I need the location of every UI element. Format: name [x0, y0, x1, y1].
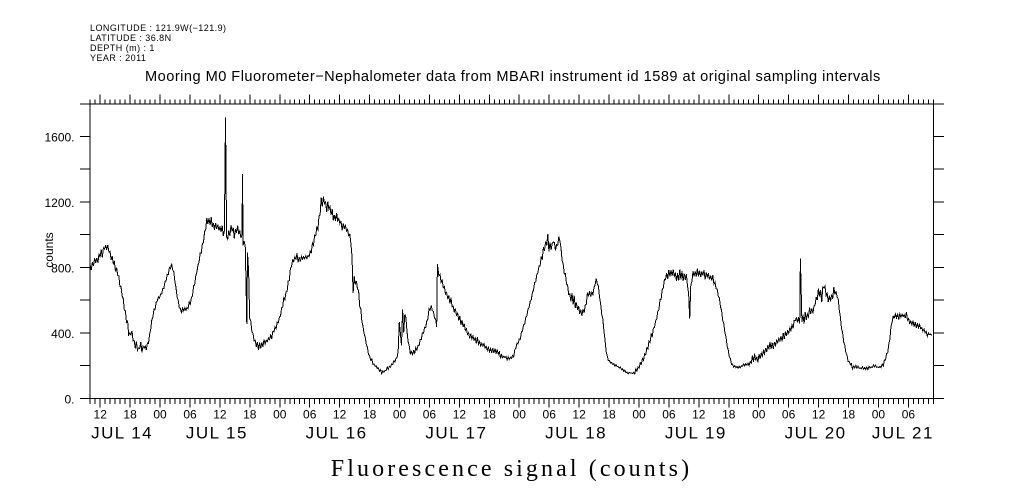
svg-text:LONGITUDE : 121.9W(−121.9): LONGITUDE : 121.9W(−121.9): [90, 23, 227, 33]
svg-text:1600.: 1600.: [44, 131, 74, 145]
svg-text:06: 06: [183, 408, 197, 422]
svg-text:18: 18: [842, 408, 856, 422]
svg-text:JUL 14: JUL 14: [91, 423, 153, 442]
svg-text:12: 12: [94, 408, 108, 422]
svg-text:06: 06: [902, 408, 916, 422]
svg-text:Mooring M0 Fluorometer−Nephalo: Mooring M0 Fluorometer−Nephalometer data…: [145, 69, 881, 85]
svg-text:JUL 21: JUL 21: [872, 423, 934, 442]
svg-text:00: 00: [153, 408, 167, 422]
svg-text:400.: 400.: [51, 327, 74, 341]
svg-text:00: 00: [393, 408, 407, 422]
svg-text:00: 00: [872, 408, 886, 422]
svg-text:06: 06: [543, 408, 557, 422]
svg-text:counts: counts: [42, 232, 56, 267]
svg-text:06: 06: [303, 408, 317, 422]
svg-text:JUL 20: JUL 20: [785, 423, 847, 442]
svg-text:00: 00: [513, 408, 527, 422]
svg-text:18: 18: [722, 408, 736, 422]
svg-text:00: 00: [752, 408, 766, 422]
svg-text:18: 18: [123, 408, 137, 422]
svg-text:800.: 800.: [51, 261, 74, 275]
svg-text:DEPTH (m) : 1: DEPTH (m) : 1: [90, 43, 155, 53]
svg-text:06: 06: [423, 408, 437, 422]
svg-text:Fluorescence signal (counts): Fluorescence signal (counts): [331, 456, 692, 482]
svg-text:00: 00: [632, 408, 646, 422]
svg-text:12: 12: [572, 408, 586, 422]
svg-text:06: 06: [782, 408, 796, 422]
svg-text:12: 12: [812, 408, 826, 422]
svg-text:00: 00: [273, 408, 287, 422]
svg-text:12: 12: [213, 408, 227, 422]
svg-text:YEAR : 2011: YEAR : 2011: [90, 53, 146, 63]
svg-text:JUL 15: JUL 15: [186, 423, 248, 442]
svg-text:JUL 16: JUL 16: [306, 423, 368, 442]
svg-text:JUL 18: JUL 18: [545, 423, 607, 442]
svg-text:12: 12: [453, 408, 467, 422]
svg-text:18: 18: [243, 408, 257, 422]
svg-text:12: 12: [333, 408, 347, 422]
svg-text:JUL 19: JUL 19: [665, 423, 727, 442]
svg-text:18: 18: [483, 408, 497, 422]
svg-text:JUL 17: JUL 17: [425, 423, 487, 442]
svg-text:06: 06: [662, 408, 676, 422]
svg-text:LATITUDE : 36.8N: LATITUDE : 36.8N: [90, 33, 172, 43]
svg-text:12: 12: [692, 408, 706, 422]
svg-text:0.: 0.: [64, 392, 74, 406]
svg-text:18: 18: [602, 408, 616, 422]
svg-text:18: 18: [363, 408, 377, 422]
svg-text:1200.: 1200.: [44, 196, 74, 210]
